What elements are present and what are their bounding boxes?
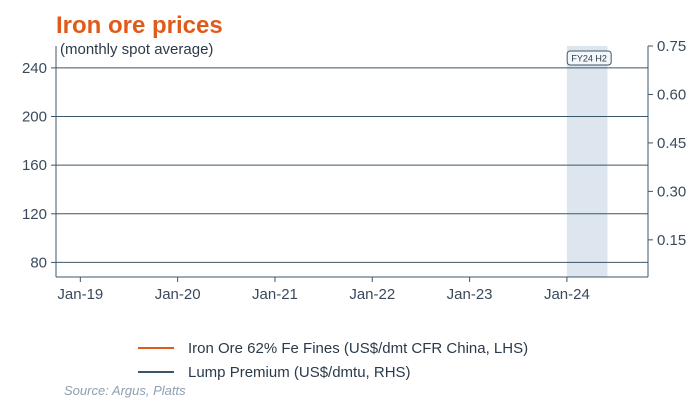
- legend-swatch-lump: [138, 371, 174, 373]
- right-tick-label-0.75: 0.75: [657, 38, 686, 55]
- highlight-band: [566, 46, 608, 277]
- left-tick-label-240: 240: [22, 60, 47, 77]
- chart-legend: Iron Ore 62% Fe Fines (US$/dmt CFR China…: [138, 336, 528, 384]
- chart-subtitle: (monthly spot average): [60, 41, 214, 58]
- x-tick-label-jan-22: Jan-22: [349, 286, 395, 303]
- right-tick-label-0.45: 0.45: [657, 135, 686, 152]
- chart-title: Iron ore prices: [56, 12, 223, 39]
- legend-swatch-fines: [138, 347, 174, 349]
- highlight-band-label: FY24 H2: [571, 54, 607, 64]
- right-tick-label-0.60: 0.60: [657, 86, 686, 103]
- x-tick-label-jan-24: Jan-24: [544, 286, 590, 303]
- legend-item-lump: Lump Premium (US$/dmtu, RHS): [138, 360, 528, 384]
- left-tick-label-200: 200: [22, 109, 47, 126]
- legend-label-fines: Iron Ore 62% Fe Fines (US$/dmt CFR China…: [188, 339, 529, 357]
- x-tick-label-jan-21: Jan-21: [252, 286, 298, 303]
- left-tick-label-160: 160: [22, 157, 47, 174]
- right-tick-label-0.15: 0.15: [657, 232, 686, 249]
- legend-item-fines: Iron Ore 62% Fe Fines (US$/dmt CFR China…: [138, 336, 528, 360]
- left-tick-label-120: 120: [22, 206, 47, 223]
- x-tick-label-jan-20: Jan-20: [155, 286, 201, 303]
- highlight-band-badge: [566, 50, 612, 66]
- x-tick-label-jan-23: Jan-23: [447, 286, 493, 303]
- right-tick-label-0.30: 0.30: [657, 183, 686, 200]
- source-note: Source: Argus, Platts: [64, 383, 186, 398]
- legend-label-lump: Lump Premium (US$/dmtu, RHS): [188, 363, 411, 381]
- x-tick-label-jan-19: Jan-19: [57, 286, 103, 303]
- left-tick-label-80: 80: [30, 254, 47, 271]
